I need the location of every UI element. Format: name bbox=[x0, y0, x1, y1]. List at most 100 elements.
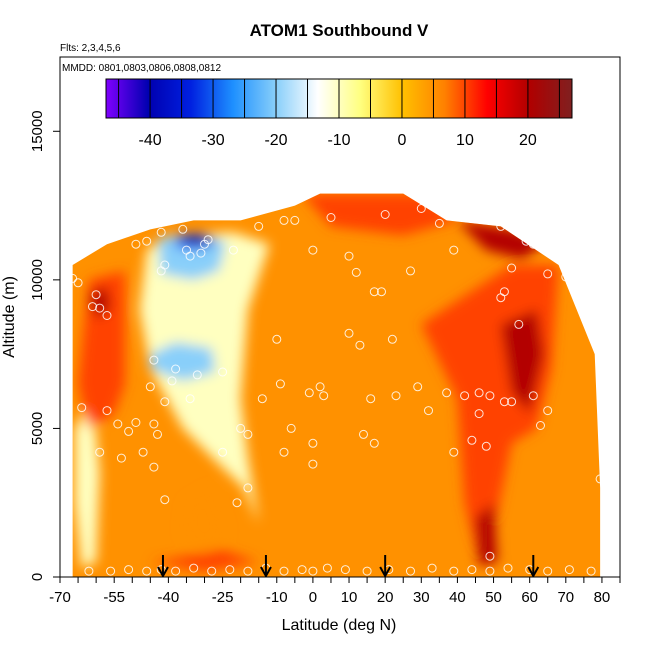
x-tick-label: -55 bbox=[103, 589, 125, 606]
obs-point bbox=[377, 287, 386, 297]
obs-point bbox=[131, 239, 141, 249]
obs-point bbox=[543, 566, 553, 576]
obs-point bbox=[279, 215, 289, 225]
obs-point bbox=[595, 474, 605, 484]
y-tick-label: 0 bbox=[29, 573, 46, 581]
obs-point bbox=[142, 566, 152, 576]
x-axis-label: Latitude (deg N) bbox=[282, 617, 397, 634]
contour-region bbox=[302, 193, 458, 236]
obs-point bbox=[124, 426, 134, 436]
obs-point bbox=[149, 355, 159, 365]
obs-point bbox=[478, 213, 488, 222]
x-axis: -70 -55 -40 -25 -10 0 10 20 30 40 50 60 70 80 bbox=[49, 577, 621, 606]
contour-region bbox=[78, 270, 125, 429]
obs-point bbox=[225, 565, 235, 575]
colorbar: -40 -30 -20 -10 0 10 20 bbox=[105, 78, 573, 149]
obs-point bbox=[460, 391, 470, 401]
flight-arrow bbox=[157, 555, 169, 577]
obs-point bbox=[351, 267, 361, 277]
colorbar-tick-label: 20 bbox=[519, 132, 537, 149]
obs-point bbox=[319, 391, 329, 401]
obs-point bbox=[102, 311, 112, 320]
obs-point bbox=[228, 245, 238, 255]
obs-point bbox=[586, 566, 596, 576]
obs-point bbox=[406, 566, 415, 576]
obs-point bbox=[156, 266, 166, 276]
obs-point bbox=[272, 334, 282, 344]
contour-region bbox=[139, 232, 270, 524]
obs-point bbox=[124, 565, 134, 575]
x-tick-label: 80 bbox=[594, 589, 611, 606]
obs-point bbox=[550, 236, 560, 246]
obs-point bbox=[315, 382, 325, 392]
obs-point bbox=[442, 388, 452, 398]
obs-point bbox=[304, 388, 314, 398]
x-tick-label: 60 bbox=[521, 589, 538, 606]
obs-point bbox=[182, 245, 191, 255]
obs-point bbox=[467, 565, 477, 575]
obs-point bbox=[243, 566, 253, 576]
obs-point bbox=[149, 462, 159, 472]
obs-point bbox=[543, 269, 553, 279]
obs-point bbox=[308, 245, 318, 255]
obs-point bbox=[485, 391, 495, 401]
obs-point bbox=[434, 218, 444, 228]
obs-point bbox=[413, 382, 423, 392]
colorbar-tick-label: 0 bbox=[398, 132, 407, 149]
obs-point bbox=[369, 438, 379, 448]
x-tick-label: 10 bbox=[341, 589, 358, 606]
obs-point bbox=[297, 565, 307, 575]
obs-point bbox=[402, 180, 412, 190]
obs-point bbox=[236, 423, 246, 433]
obs-point bbox=[149, 419, 159, 429]
contour-region bbox=[74, 398, 100, 569]
x-tick-label: -70 bbox=[49, 589, 71, 606]
obs-point bbox=[131, 418, 141, 427]
obs-point bbox=[218, 367, 228, 377]
obs-point bbox=[243, 483, 253, 493]
y-tick-label: 15000 bbox=[29, 110, 46, 152]
obs-point bbox=[145, 382, 155, 392]
obs-point bbox=[192, 370, 202, 380]
contour-region bbox=[475, 502, 498, 566]
flight-arrow bbox=[527, 555, 540, 577]
obs-point bbox=[449, 566, 459, 576]
flight-arrow bbox=[260, 555, 272, 577]
obs-point bbox=[543, 406, 553, 416]
plot-frame bbox=[59, 56, 621, 578]
x-tick-label: 20 bbox=[377, 589, 394, 606]
obs-point bbox=[91, 290, 101, 300]
obs-point bbox=[286, 423, 296, 433]
colorbar-tick-label: -40 bbox=[139, 132, 162, 149]
obs-point bbox=[424, 406, 433, 416]
obs-point bbox=[88, 302, 97, 312]
flights-annotation: Flts: 2,3,4,5,6 bbox=[60, 43, 121, 54]
obs-point bbox=[160, 397, 170, 407]
obs-point bbox=[279, 566, 289, 576]
x-tick-label: 30 bbox=[413, 589, 430, 606]
obs-point bbox=[322, 563, 332, 573]
obs-point bbox=[485, 566, 495, 576]
obs-point bbox=[427, 563, 437, 573]
obs-point bbox=[391, 391, 401, 401]
obs-point bbox=[467, 435, 477, 445]
x-tick-label: 70 bbox=[557, 589, 574, 606]
mmdd-annotation: MMDD: 0801,0803,0806,0808,0812 bbox=[62, 63, 221, 74]
heatmap-field bbox=[68, 180, 605, 577]
obs-point bbox=[536, 421, 545, 430]
x-tick-label: -25 bbox=[212, 589, 234, 606]
obs-point bbox=[369, 287, 379, 297]
obs-point bbox=[290, 215, 300, 225]
obs-point bbox=[178, 224, 188, 234]
obs-point bbox=[344, 328, 354, 338]
contour-region bbox=[457, 220, 548, 260]
obs-point bbox=[106, 566, 116, 576]
obs-point bbox=[326, 213, 336, 222]
obs-point bbox=[496, 293, 506, 303]
obs-point bbox=[102, 406, 112, 416]
flight-arrow bbox=[379, 555, 392, 577]
contour-region bbox=[157, 235, 227, 280]
obs-point bbox=[77, 403, 87, 413]
obs-point bbox=[95, 303, 105, 313]
